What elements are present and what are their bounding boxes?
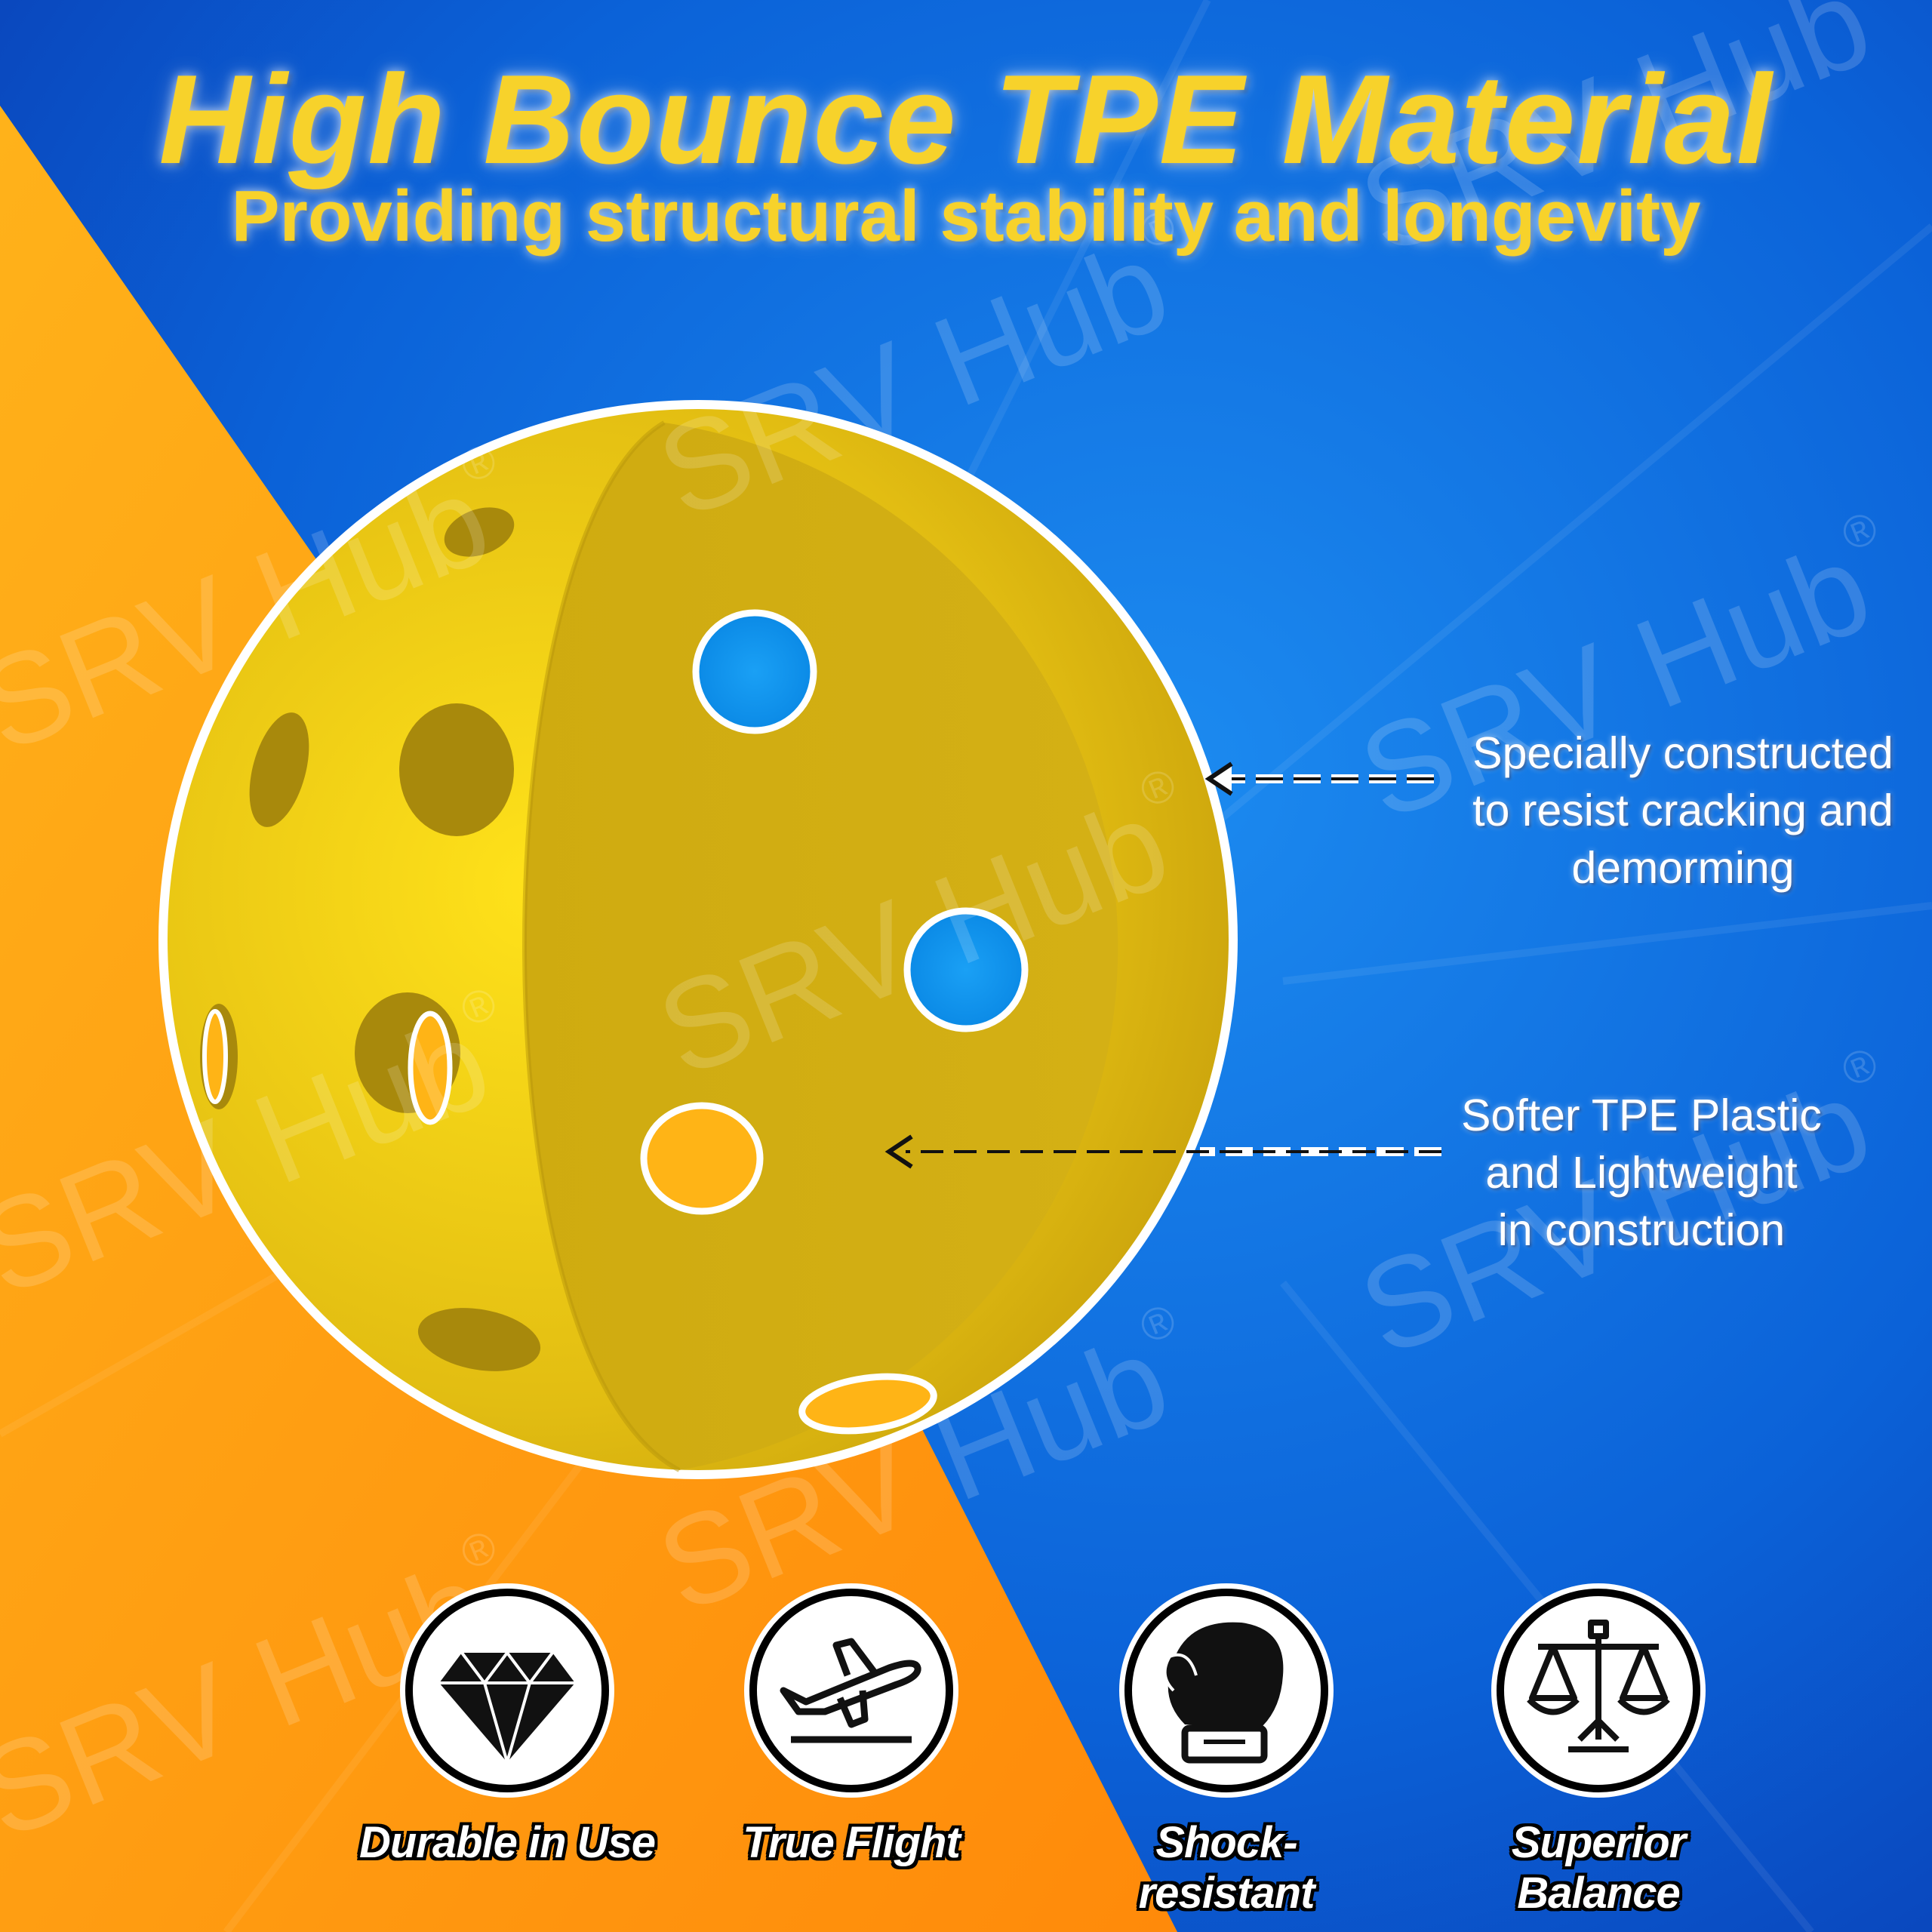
feature-label-durable: Durable in Use <box>358 1818 656 1867</box>
callout-crack-resistant: Specially constructed to resist cracking… <box>1449 724 1917 897</box>
callout-line: Specially constructed <box>1472 728 1894 778</box>
airplane-takeoff-icon <box>744 1583 958 1798</box>
pickleball-graphic <box>158 400 1238 1479</box>
callout-arrow-1 <box>1204 761 1434 796</box>
feature-label-true-flight: True Flight <box>743 1818 961 1867</box>
callout-arrow-2 <box>884 1134 1441 1169</box>
callout-line: demorming <box>1571 843 1795 893</box>
callout-line: to resist cracking and <box>1472 786 1894 835</box>
callout-tpe-plastic: Softer TPE Plastic and Lightweight in co… <box>1426 1087 1857 1259</box>
balance-scale-icon <box>1491 1583 1706 1798</box>
callout-line: in construction <box>1497 1205 1786 1255</box>
feature-label-superior-balance: Superior Balance <box>1511 1818 1687 1918</box>
callout-line: Softer TPE Plastic <box>1461 1091 1822 1140</box>
page-subtitle: Providing structural stability and longe… <box>231 176 1701 257</box>
callout-line: and Lightweight <box>1485 1148 1798 1198</box>
boxing-glove-icon <box>1119 1583 1334 1798</box>
feature-label-shock-resistant: Shock-resistant <box>1138 1818 1315 1918</box>
page-title: High Bounce TPE Material <box>158 48 1774 190</box>
diamond-icon <box>400 1583 614 1798</box>
